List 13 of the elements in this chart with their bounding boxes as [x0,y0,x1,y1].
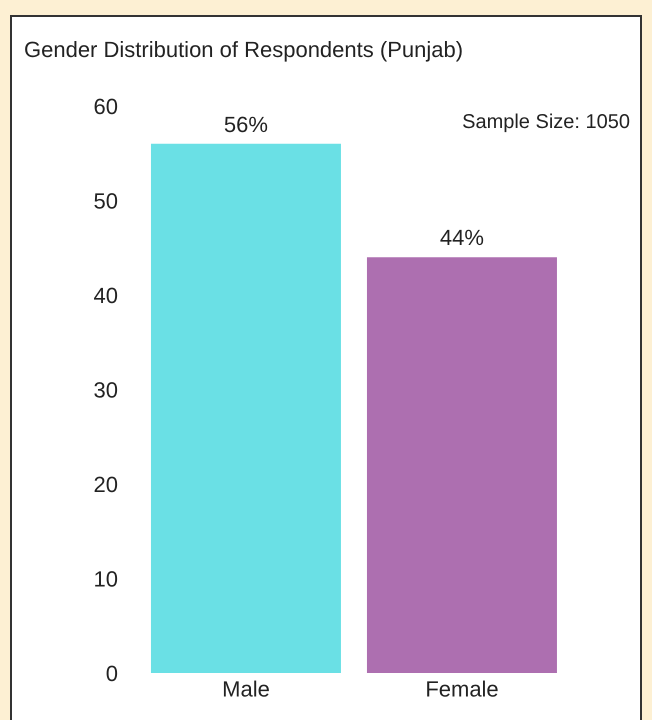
chart-title: Gender Distribution of Respondents (Punjab) [24,37,464,63]
y-tick-label: 60 [94,94,118,119]
y-tick-label: 50 [94,188,118,214]
x-tick-label: Male [222,676,270,702]
annotation: Sample Size: 1050 [462,111,630,134]
y-tick-label: 10 [94,566,118,592]
y-tick-label: 0 [106,660,118,686]
y-tick-label: 30 [94,377,118,402]
x-tick-label: Female [425,676,499,702]
data-label: 56% [224,112,268,137]
y-tick-label: 20 [94,472,118,497]
y-tick-label: 40 [94,282,118,308]
data-label: 44% [440,225,484,250]
